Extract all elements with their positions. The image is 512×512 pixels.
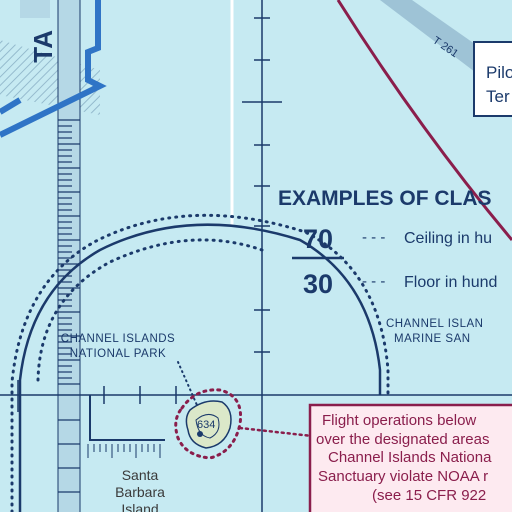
santa-barbara-island [174,388,243,460]
sanctuary-label-line2: MARINE SAN [394,333,471,345]
noaa-notice-box [308,403,512,512]
lat-long-band [58,0,80,512]
island-name-line1: Santa [122,467,159,483]
notice-line4: Sanctuary violate NOAA r [318,468,488,485]
boundary-hatch [87,444,161,458]
pilot-box-line1: Pilo [486,63,512,82]
ceiling-legend: Ceiling in hu [404,230,492,247]
sanctuary-dotted-boundary [10,213,390,512]
pilot-box-line2: Ter [486,87,510,106]
ceiling-dashes: - - - [362,229,385,246]
park-label-line1: CHANNEL ISLANDS [61,333,175,345]
top-band [20,0,50,18]
notice-leader-line [238,426,314,438]
island-name-line3: Island [121,501,158,512]
boundary-corner-line [89,395,165,441]
park-boundary-line [18,223,382,512]
vfr-route-line [0,0,107,138]
floor-value: 30 [303,269,333,299]
examples-title: EXAMPLES OF CLAS [278,187,492,210]
notice-line2: over the designated areas [316,431,489,448]
notice-line3: Channel Islands Nationa [328,449,492,466]
band-ticks [57,0,81,512]
elevation-label: 634 [197,419,215,431]
notice-line1: Flight operations below [322,412,476,429]
band-tick-marks [58,119,80,493]
park-leader-line [177,361,201,413]
floor-legend: Floor in hund [404,274,497,291]
warning-area-boundary [336,0,512,241]
pilot-info-box [473,41,512,117]
floor-dashes: - - - [362,273,385,290]
sanctuary-label-line1: CHANNEL ISLAN [386,318,483,330]
park-label-line2: NATIONAL PARK [70,348,166,360]
sector-label: TA [28,30,58,63]
notice-line5: (see 15 CFR 922 [372,487,486,504]
island-name-line2: Barbara [115,484,165,500]
grid-ticks [17,17,282,412]
